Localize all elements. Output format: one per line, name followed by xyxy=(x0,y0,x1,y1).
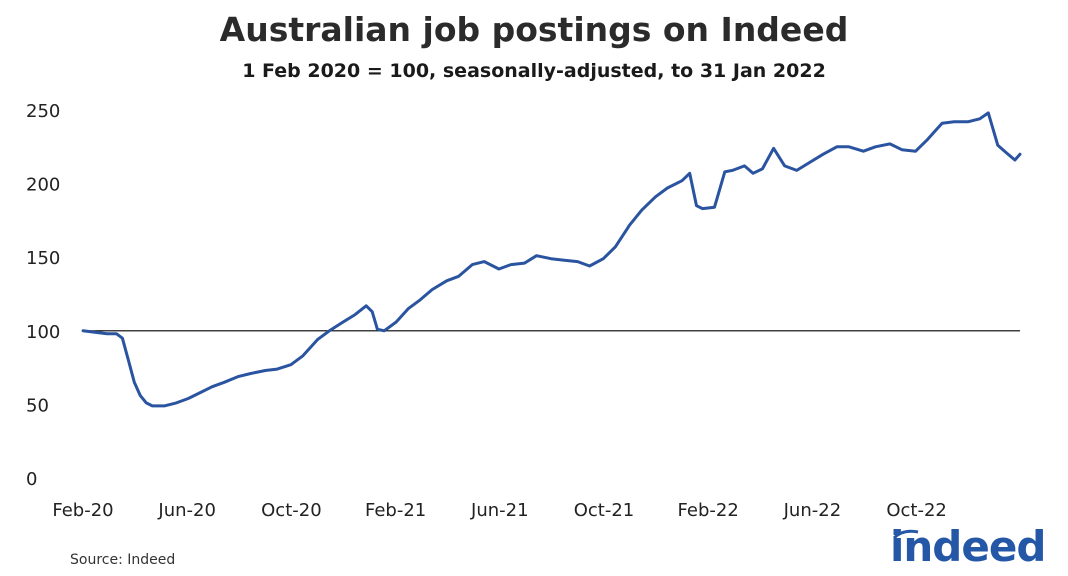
source-note: Source: Indeed xyxy=(70,552,176,568)
line-chart: 0 50 100 150 200 250 Feb-20 Jun-20 Oct-20 Feb-21… xyxy=(26,101,1022,521)
y-axis-ticks: 0 50 100 150 200 250 xyxy=(26,101,60,490)
y-tick-label: 150 xyxy=(26,248,60,269)
x-tick-label: Jun-22 xyxy=(783,500,842,521)
x-tick-label: Feb-21 xyxy=(365,500,426,521)
x-tick-label: Jun-20 xyxy=(157,500,216,521)
series-line xyxy=(81,111,1022,408)
x-tick-label: Oct-20 xyxy=(261,500,322,521)
x-tick-label: Oct-22 xyxy=(886,500,947,521)
x-tick-label: Jun-21 xyxy=(470,500,529,521)
y-tick-label: 100 xyxy=(26,322,60,343)
y-tick-label: 200 xyxy=(26,175,60,196)
chart-title: Australian job postings on Indeed xyxy=(219,10,849,49)
y-tick-label: 50 xyxy=(26,395,49,416)
chart-subtitle: 1 Feb 2020 = 100, seasonally-adjusted, t… xyxy=(242,60,826,82)
x-tick-label: Oct-21 xyxy=(574,500,635,521)
y-tick-label: 250 xyxy=(26,101,60,122)
x-tick-label: Feb-22 xyxy=(678,500,739,521)
logo-arc-icon xyxy=(893,529,919,539)
y-tick-label: 0 xyxy=(26,469,37,490)
x-axis-ticks: Feb-20 Jun-20 Oct-20 Feb-21 Jun-21 Oct-21 Feb-… xyxy=(52,500,947,521)
x-tick-label: Feb-20 xyxy=(52,500,113,521)
